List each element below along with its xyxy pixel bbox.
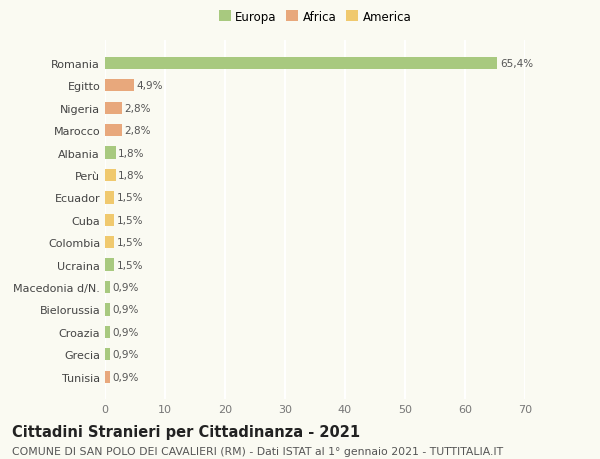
Bar [105, 169, 116, 182]
Bar [105, 80, 134, 92]
Text: 1,8%: 1,8% [118, 148, 145, 158]
Bar [105, 371, 110, 383]
Bar [105, 125, 122, 137]
Bar [105, 326, 110, 338]
Text: 1,5%: 1,5% [116, 193, 143, 203]
Text: 1,8%: 1,8% [118, 171, 145, 180]
Text: COMUNE DI SAN POLO DEI CAVALIERI (RM) - Dati ISTAT al 1° gennaio 2021 - TUTTITAL: COMUNE DI SAN POLO DEI CAVALIERI (RM) - … [12, 446, 503, 456]
Bar [105, 57, 497, 70]
Text: 1,5%: 1,5% [116, 215, 143, 225]
Text: 0,9%: 0,9% [113, 327, 139, 337]
Text: 0,9%: 0,9% [113, 282, 139, 292]
Text: Cittadini Stranieri per Cittadinanza - 2021: Cittadini Stranieri per Cittadinanza - 2… [12, 425, 360, 440]
Bar [105, 147, 116, 159]
Bar [105, 259, 114, 271]
Text: 0,9%: 0,9% [113, 305, 139, 315]
Bar [105, 281, 110, 294]
Text: 2,8%: 2,8% [124, 126, 151, 136]
Bar [105, 214, 114, 226]
Legend: Europa, Africa, America: Europa, Africa, America [214, 6, 416, 28]
Text: 0,9%: 0,9% [113, 350, 139, 359]
Bar [105, 102, 122, 115]
Bar [105, 192, 114, 204]
Text: 1,5%: 1,5% [116, 260, 143, 270]
Text: 4,9%: 4,9% [137, 81, 163, 91]
Text: 65,4%: 65,4% [500, 59, 533, 69]
Bar [105, 304, 110, 316]
Text: 2,8%: 2,8% [124, 103, 151, 113]
Text: 0,9%: 0,9% [113, 372, 139, 382]
Bar [105, 348, 110, 361]
Text: 1,5%: 1,5% [116, 238, 143, 248]
Bar [105, 236, 114, 249]
